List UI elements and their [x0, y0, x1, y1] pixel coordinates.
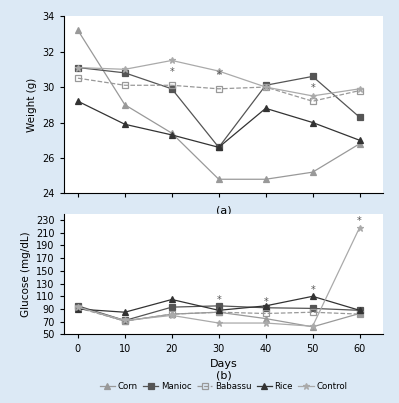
- Text: *: *: [263, 297, 268, 307]
- X-axis label: Days: Days: [209, 359, 237, 369]
- Y-axis label: Weight (g): Weight (g): [27, 78, 37, 132]
- Legend: Corn, Manioc, Babassu, Rice, Control: Corn, Manioc, Babassu, Rice, Control: [96, 379, 351, 395]
- Y-axis label: Glucose (mg/dL): Glucose (mg/dL): [21, 231, 31, 317]
- Text: *: *: [310, 83, 315, 93]
- Text: (b): (b): [215, 371, 231, 381]
- Text: *: *: [170, 66, 174, 77]
- Text: (a): (a): [215, 206, 231, 216]
- Text: *: *: [216, 70, 221, 80]
- Text: *: *: [357, 216, 362, 226]
- Text: *: *: [310, 285, 315, 295]
- Text: *: *: [216, 295, 221, 305]
